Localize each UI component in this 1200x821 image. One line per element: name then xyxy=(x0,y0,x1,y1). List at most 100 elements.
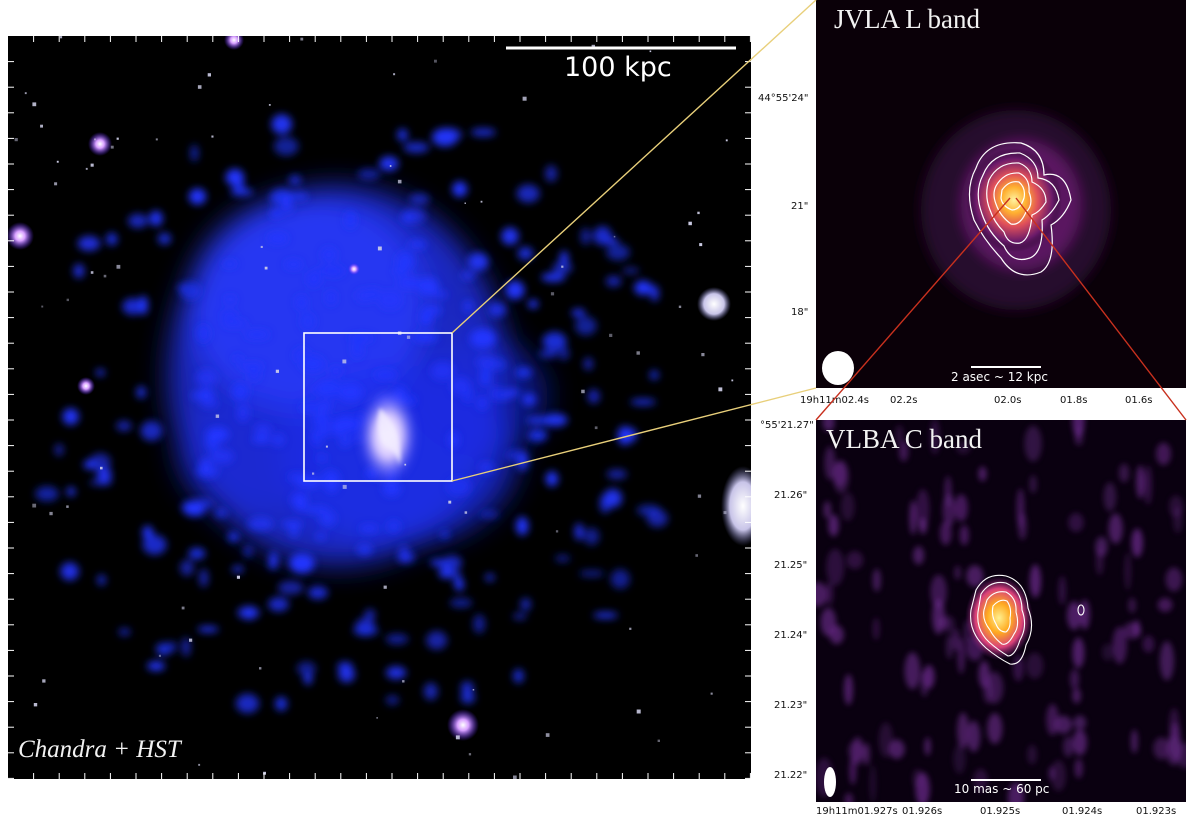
noise-blob xyxy=(1076,425,1085,446)
noise-blob xyxy=(912,769,923,788)
xray-clump xyxy=(275,696,288,711)
xray-clump xyxy=(180,559,194,576)
vlba-ra-tick-3: 01.925s xyxy=(980,806,1021,817)
speckle xyxy=(42,679,46,683)
speckle xyxy=(448,500,452,504)
xray-clump xyxy=(300,312,316,331)
xray-clump xyxy=(379,156,399,172)
noise-blob xyxy=(1024,425,1042,462)
xray-clump xyxy=(188,547,206,560)
speckle xyxy=(66,505,69,508)
speckle xyxy=(40,124,43,128)
speckle xyxy=(389,165,392,167)
jvla-radio-map xyxy=(816,0,1186,388)
xray-clump xyxy=(545,471,559,487)
xray-clump xyxy=(224,296,236,303)
xray-clump xyxy=(409,193,430,205)
speckle xyxy=(699,243,703,247)
xray-clump xyxy=(230,188,254,196)
xray-clump xyxy=(96,466,112,485)
xray-clump xyxy=(338,666,355,683)
noise-blob xyxy=(826,548,845,586)
xray-clump xyxy=(452,181,468,197)
star-3 xyxy=(77,377,95,395)
speckle xyxy=(197,85,202,89)
xray-clump xyxy=(487,358,507,371)
xray-clump xyxy=(622,267,640,274)
noise-blob xyxy=(822,420,835,432)
xray-clump xyxy=(281,520,303,528)
speckle xyxy=(275,369,279,373)
jvla-ra-tick-1: 19h11m02.4s xyxy=(800,395,870,406)
noise-blob xyxy=(824,446,836,480)
xray-clump xyxy=(66,487,76,497)
noise-blob xyxy=(1027,744,1037,765)
edge-galaxy xyxy=(721,466,751,546)
vlba-scale-label: 10 mas ~ 60 pc xyxy=(954,782,1050,796)
xray-clump xyxy=(251,435,271,443)
speckle xyxy=(342,359,347,364)
xray-clump xyxy=(304,506,329,513)
speckle xyxy=(211,135,214,138)
xray-clump xyxy=(300,355,325,373)
noise-blob xyxy=(1153,737,1170,760)
noise-blob xyxy=(932,598,945,635)
vlba-dec-tick-3: 21.25" xyxy=(774,560,808,571)
xray-clump xyxy=(247,517,274,531)
noise-blob xyxy=(820,607,837,637)
speckle xyxy=(268,104,271,106)
xray-clump xyxy=(387,519,401,534)
noise-blob xyxy=(954,494,968,522)
speckle xyxy=(636,709,641,714)
speckle xyxy=(41,305,44,308)
xray-clump xyxy=(346,420,363,433)
xray-clump xyxy=(513,669,524,683)
xray-clump xyxy=(517,246,534,260)
xray-clump xyxy=(357,168,381,180)
speckle xyxy=(383,585,387,589)
noise-blob xyxy=(957,712,969,749)
xray-clump xyxy=(580,227,591,245)
xray-clump xyxy=(460,691,476,704)
noise-blob xyxy=(840,492,855,521)
noise-blob xyxy=(1131,729,1138,754)
xray-clump xyxy=(273,136,299,156)
noise-blob xyxy=(1108,513,1123,544)
noise-blob xyxy=(946,634,953,660)
xray-clump xyxy=(484,573,495,582)
xray-clump xyxy=(222,319,248,328)
xray-clump xyxy=(448,431,459,449)
noise-blob xyxy=(1156,442,1171,466)
vlba-dec-tick-2: 21.26" xyxy=(774,490,808,501)
speckle xyxy=(103,274,107,278)
xray-clump xyxy=(295,294,308,311)
xray-clump xyxy=(300,403,319,412)
noise-blob xyxy=(1051,760,1066,792)
noise-blob xyxy=(939,521,952,546)
speckle xyxy=(731,379,734,382)
xray-clump xyxy=(331,419,347,437)
speckle xyxy=(513,775,517,779)
xray-clump xyxy=(188,188,207,205)
xray-clump xyxy=(221,260,238,267)
noise-blob xyxy=(954,565,961,580)
xray-clump xyxy=(324,265,345,277)
noise-blob xyxy=(828,514,839,537)
noise-blob xyxy=(832,461,847,487)
speckle xyxy=(701,353,705,357)
xray-clump xyxy=(196,465,219,478)
star-4 xyxy=(697,287,731,321)
xray-clump xyxy=(122,298,144,315)
noise-blob xyxy=(878,722,893,758)
xray-clump xyxy=(118,628,131,636)
xray-clump xyxy=(35,486,59,502)
xray-clump xyxy=(315,454,329,462)
speckle xyxy=(377,246,382,251)
xray-clump xyxy=(522,393,536,406)
xray-clump xyxy=(127,213,148,228)
xray-clump xyxy=(269,551,278,570)
xray-clump xyxy=(233,354,243,364)
speckle xyxy=(464,202,466,204)
xray-clump xyxy=(398,544,409,563)
speckle xyxy=(594,426,598,430)
